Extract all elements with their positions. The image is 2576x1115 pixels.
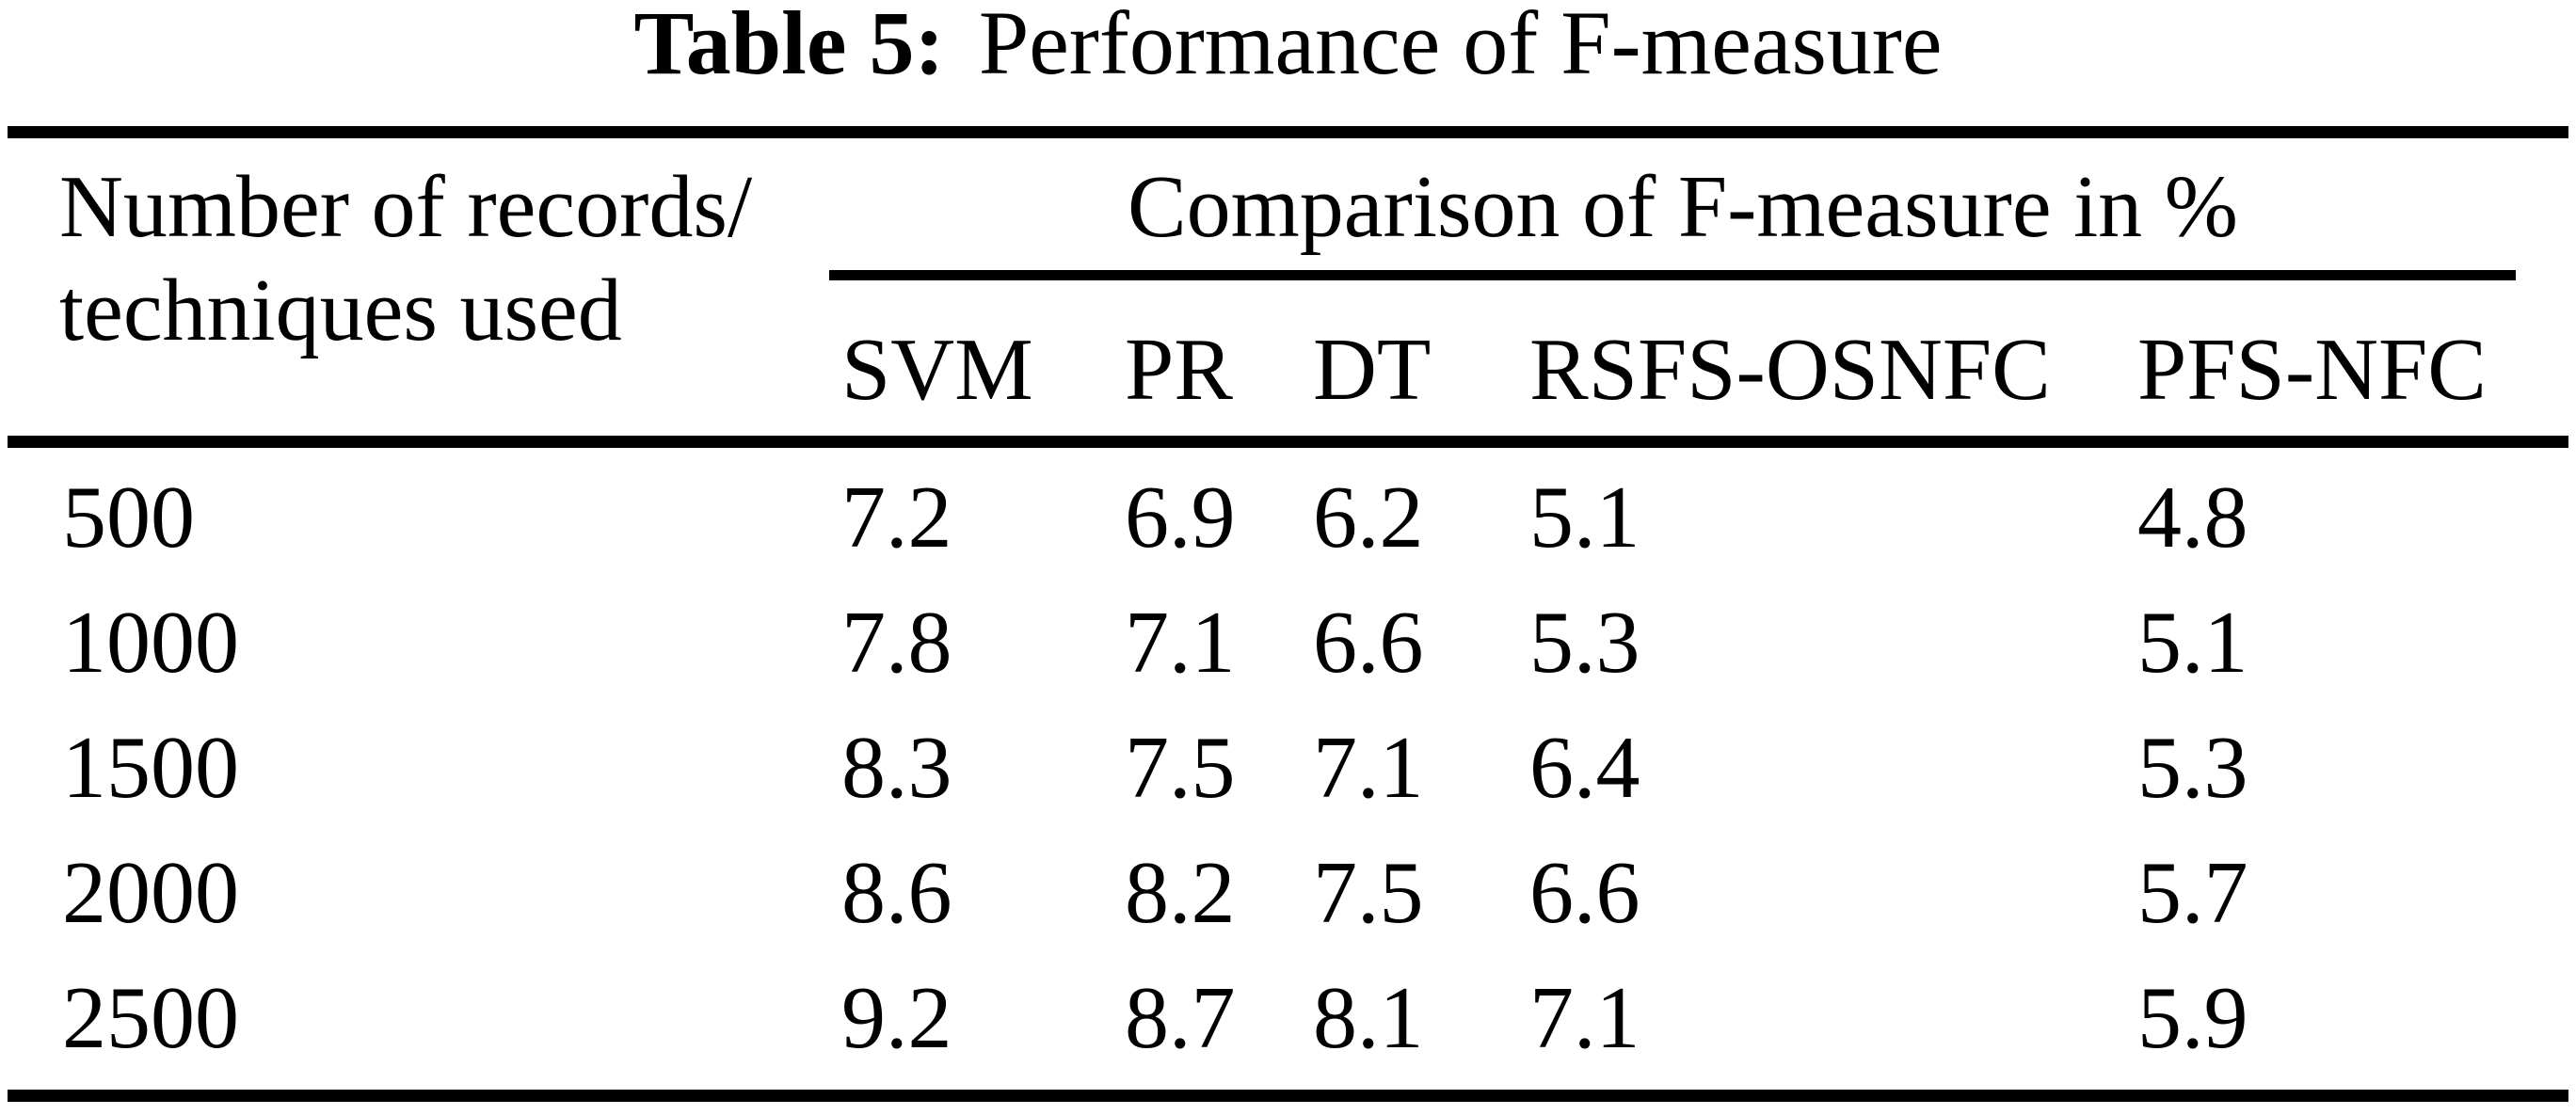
table-caption-number: Table 5:	[633, 0, 945, 93]
cell-value: 5.3	[1529, 594, 1640, 692]
column-header-svm: SVM	[841, 321, 1033, 419]
header-rule	[8, 436, 2568, 448]
row-label: 500	[62, 469, 195, 566]
cell-value: 7.1	[1125, 594, 1236, 692]
cell-value: 6.6	[1313, 594, 1424, 692]
column-header-rsfs-osnfc: RSFS-OSNFC	[1529, 321, 2051, 419]
cell-value: 7.5	[1313, 844, 1424, 942]
cell-value: 8.7	[1125, 969, 1236, 1067]
cell-value: 7.5	[1125, 719, 1236, 817]
cell-value: 7.8	[841, 594, 952, 692]
group-header: Comparison of F-measure in %	[1127, 158, 2238, 256]
cell-value: 9.2	[841, 969, 952, 1067]
cell-value: 5.1	[2137, 594, 2248, 692]
cell-value: 6.6	[1529, 844, 1640, 942]
row-label: 1500	[62, 719, 239, 817]
group-header-rule	[829, 270, 2516, 280]
cell-value: 5.3	[2137, 719, 2248, 817]
cell-value: 6.2	[1313, 469, 1424, 566]
column-header-pr: PR	[1125, 321, 1233, 419]
bottom-rule	[8, 1090, 2568, 1102]
cell-value: 4.8	[2137, 469, 2248, 566]
cell-value: 5.7	[2137, 844, 2248, 942]
cell-value: 7.1	[1529, 969, 1640, 1067]
row-label: 2500	[62, 969, 239, 1067]
corner-header-line1: Number of records/	[59, 158, 753, 256]
cell-value: 5.9	[2137, 969, 2248, 1067]
corner-header-line2: techniques used	[59, 262, 622, 359]
cell-value: 8.6	[841, 844, 952, 942]
column-header-pfs-nfc: PFS-NFC	[2137, 321, 2487, 419]
table-caption-title: Performance of F-measure	[978, 0, 1943, 93]
column-header-dt: DT	[1313, 321, 1432, 419]
cell-value: 8.2	[1125, 844, 1236, 942]
table-caption: Table 5: Performance of F-measure	[0, 0, 2576, 88]
cell-value: 8.1	[1313, 969, 1424, 1067]
cell-value: 5.1	[1529, 469, 1640, 566]
cell-value: 7.1	[1313, 719, 1424, 817]
cell-value: 7.2	[841, 469, 952, 566]
cell-value: 6.9	[1125, 469, 1236, 566]
cell-value: 8.3	[841, 719, 952, 817]
top-rule	[8, 126, 2568, 138]
row-label: 2000	[62, 844, 239, 942]
cell-value: 6.4	[1529, 719, 1640, 817]
row-label: 1000	[62, 594, 239, 692]
